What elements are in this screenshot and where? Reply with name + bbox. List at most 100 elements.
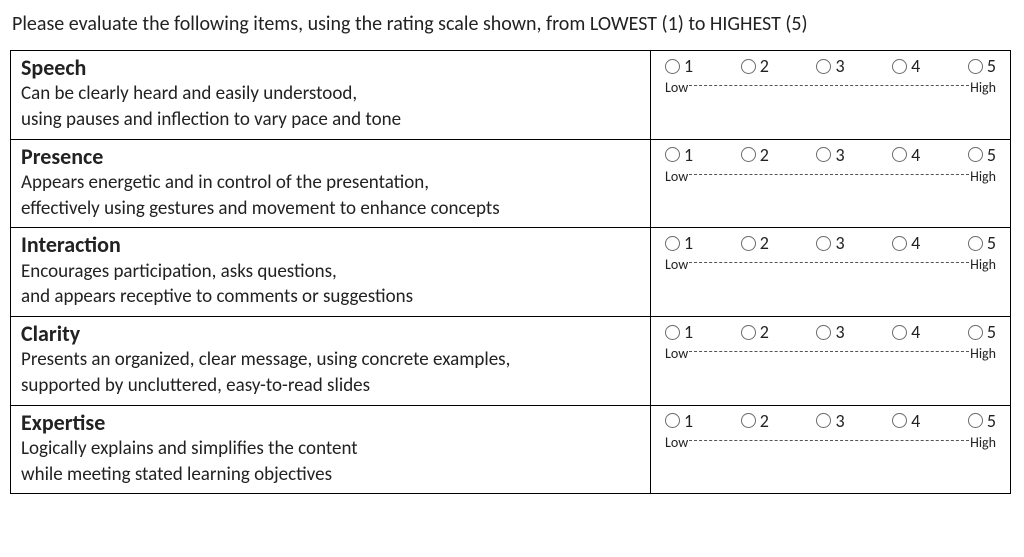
radio-number: 3 <box>835 410 844 432</box>
radio-number: 1 <box>684 410 693 432</box>
radio-option[interactable]: 3 <box>816 410 844 432</box>
radio-number: 1 <box>684 55 693 77</box>
radio-option[interactable]: 3 <box>816 144 844 166</box>
radio-number: 3 <box>835 144 844 166</box>
radio-option[interactable]: 4 <box>892 232 920 254</box>
radio-option[interactable]: 5 <box>968 410 996 432</box>
table-row: Presence Appears energetic and in contro… <box>11 139 1011 228</box>
radio-number: 4 <box>911 232 920 254</box>
radio-option[interactable]: 4 <box>892 55 920 77</box>
radio-circle-icon <box>968 413 983 428</box>
radio-option[interactable]: 1 <box>665 321 693 343</box>
radio-circle-icon <box>816 325 831 340</box>
radio-option[interactable]: 2 <box>741 55 769 77</box>
rating-cell: 1 2 3 4 5 Low High <box>651 228 1011 317</box>
scale-line: Low High <box>661 256 1000 273</box>
table-row: Speech Can be clearly heard and easily u… <box>11 51 1011 140</box>
rating-cell: 1 2 3 4 5 Low High <box>651 51 1011 140</box>
radio-number: 5 <box>987 55 996 77</box>
radio-circle-icon <box>741 413 756 428</box>
radio-option[interactable]: 5 <box>968 321 996 343</box>
radio-option[interactable]: 2 <box>741 232 769 254</box>
scale-high-label: High <box>970 345 996 362</box>
radio-number: 1 <box>684 321 693 343</box>
radio-circle-icon <box>892 413 907 428</box>
radio-row: 1 2 3 4 5 <box>661 232 1000 254</box>
radio-number: 4 <box>911 321 920 343</box>
radio-number: 2 <box>760 410 769 432</box>
radio-option[interactable]: 5 <box>968 232 996 254</box>
radio-option[interactable]: 1 <box>665 144 693 166</box>
radio-number: 5 <box>987 321 996 343</box>
radio-number: 3 <box>835 321 844 343</box>
table-row: Clarity Presents an organized, clear mes… <box>11 317 1011 406</box>
radio-circle-icon <box>968 325 983 340</box>
radio-row: 1 2 3 4 5 <box>661 144 1000 166</box>
radio-circle-icon <box>892 59 907 74</box>
item-title: Expertise <box>21 410 640 436</box>
radio-option[interactable]: 5 <box>968 55 996 77</box>
radio-circle-icon <box>968 147 983 162</box>
rating-cell: 1 2 3 4 5 Low High <box>651 139 1011 228</box>
scale-line: Low High <box>661 168 1000 185</box>
radio-option[interactable]: 4 <box>892 144 920 166</box>
item-description: Encourages participation, asks questions… <box>21 259 640 310</box>
scale-high-label: High <box>970 434 996 451</box>
radio-number: 4 <box>911 410 920 432</box>
scale-low-label: Low <box>665 168 688 185</box>
radio-option[interactable]: 5 <box>968 144 996 166</box>
scale-dash-icon <box>689 262 969 263</box>
radio-circle-icon <box>892 147 907 162</box>
radio-circle-icon <box>816 147 831 162</box>
radio-option[interactable]: 1 <box>665 410 693 432</box>
radio-row: 1 2 3 4 5 <box>661 410 1000 432</box>
description-cell: Interaction Encourages participation, as… <box>11 228 651 317</box>
evaluation-table: Speech Can be clearly heard and easily u… <box>10 50 1011 494</box>
radio-number: 2 <box>760 232 769 254</box>
radio-option[interactable]: 3 <box>816 55 844 77</box>
radio-circle-icon <box>816 59 831 74</box>
radio-option[interactable]: 4 <box>892 410 920 432</box>
radio-circle-icon <box>665 325 680 340</box>
radio-option[interactable]: 1 <box>665 55 693 77</box>
item-title: Clarity <box>21 321 640 347</box>
radio-number: 4 <box>911 55 920 77</box>
radio-circle-icon <box>741 59 756 74</box>
radio-number: 5 <box>987 232 996 254</box>
radio-circle-icon <box>968 59 983 74</box>
table-row: Interaction Encourages participation, as… <box>11 228 1011 317</box>
scale-low-label: Low <box>665 345 688 362</box>
radio-number: 4 <box>911 144 920 166</box>
scale-high-label: High <box>970 168 996 185</box>
scale-low-label: Low <box>665 434 688 451</box>
radio-row: 1 2 3 4 5 <box>661 55 1000 77</box>
radio-number: 3 <box>835 55 844 77</box>
radio-number: 1 <box>684 232 693 254</box>
scale-low-label: Low <box>665 256 688 273</box>
radio-option[interactable]: 2 <box>741 144 769 166</box>
radio-option[interactable]: 3 <box>816 232 844 254</box>
radio-number: 2 <box>760 144 769 166</box>
scale-dash-icon <box>689 85 969 86</box>
radio-circle-icon <box>816 236 831 251</box>
scale-high-label: High <box>970 256 996 273</box>
scale-line: Low High <box>661 79 1000 96</box>
scale-dash-icon <box>689 351 969 352</box>
scale-line: Low High <box>661 434 1000 451</box>
item-description: Logically explains and simplifies the co… <box>21 436 640 487</box>
radio-option[interactable]: 2 <box>741 321 769 343</box>
radio-circle-icon <box>665 236 680 251</box>
radio-option[interactable]: 1 <box>665 232 693 254</box>
radio-option[interactable]: 4 <box>892 321 920 343</box>
table-row: Expertise Logically explains and simplif… <box>11 405 1011 494</box>
scale-dash-icon <box>689 440 969 441</box>
radio-number: 3 <box>835 232 844 254</box>
item-description: Appears energetic and in control of the … <box>21 170 640 221</box>
radio-circle-icon <box>741 147 756 162</box>
description-cell: Expertise Logically explains and simplif… <box>11 405 651 494</box>
radio-circle-icon <box>665 413 680 428</box>
radio-option[interactable]: 3 <box>816 321 844 343</box>
radio-option[interactable]: 2 <box>741 410 769 432</box>
scale-line: Low High <box>661 345 1000 362</box>
radio-circle-icon <box>665 147 680 162</box>
